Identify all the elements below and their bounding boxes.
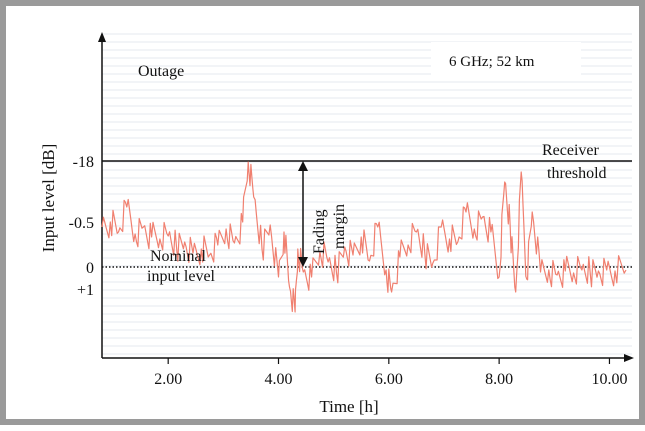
y-tick-label: +1: [77, 282, 94, 299]
series-line: [101, 161, 627, 313]
fading-margin-label-1: Fading: [311, 210, 328, 254]
nominal-label-1: Nominal: [150, 248, 207, 265]
y-tick-label: 0: [86, 260, 94, 277]
info-box: [431, 42, 581, 76]
grid-lines: [102, 33, 632, 355]
x-ticks: 2.00 4.00 6.00 8.00 10.00: [154, 358, 627, 388]
x-tick-label: 4.00: [265, 371, 293, 388]
y-tick-label: -0.5: [69, 215, 94, 232]
y-tick-label: -18: [73, 154, 94, 171]
chart: Outage 6 GHz; 52 km Receiver threshold F…: [39, 32, 634, 416]
x-tick-label: 2.00: [154, 371, 182, 388]
outage-label: Outage: [138, 63, 184, 80]
receiver-threshold-label-1: Receiver: [542, 142, 600, 159]
receiver-threshold-label-2: threshold: [547, 165, 607, 182]
fading-margin-arrow-top-icon: [298, 161, 308, 171]
x-tick-label: 10.00: [591, 371, 627, 388]
x-axis-title: Time [h]: [319, 397, 378, 416]
x-tick-label: 8.00: [485, 371, 513, 388]
y-axis-title: Input level [dB]: [39, 144, 58, 253]
fading-margin-arrow-bottom-icon: [298, 257, 308, 267]
fading-margin-label-2: margin: [331, 204, 348, 249]
info-label: 6 GHz; 52 km: [449, 54, 535, 70]
x-tick-label: 6.00: [375, 371, 403, 388]
y-axis-arrow-icon: [98, 32, 106, 42]
x-axis-arrow-icon: [624, 354, 634, 362]
nominal-label-2: input level: [147, 268, 216, 285]
